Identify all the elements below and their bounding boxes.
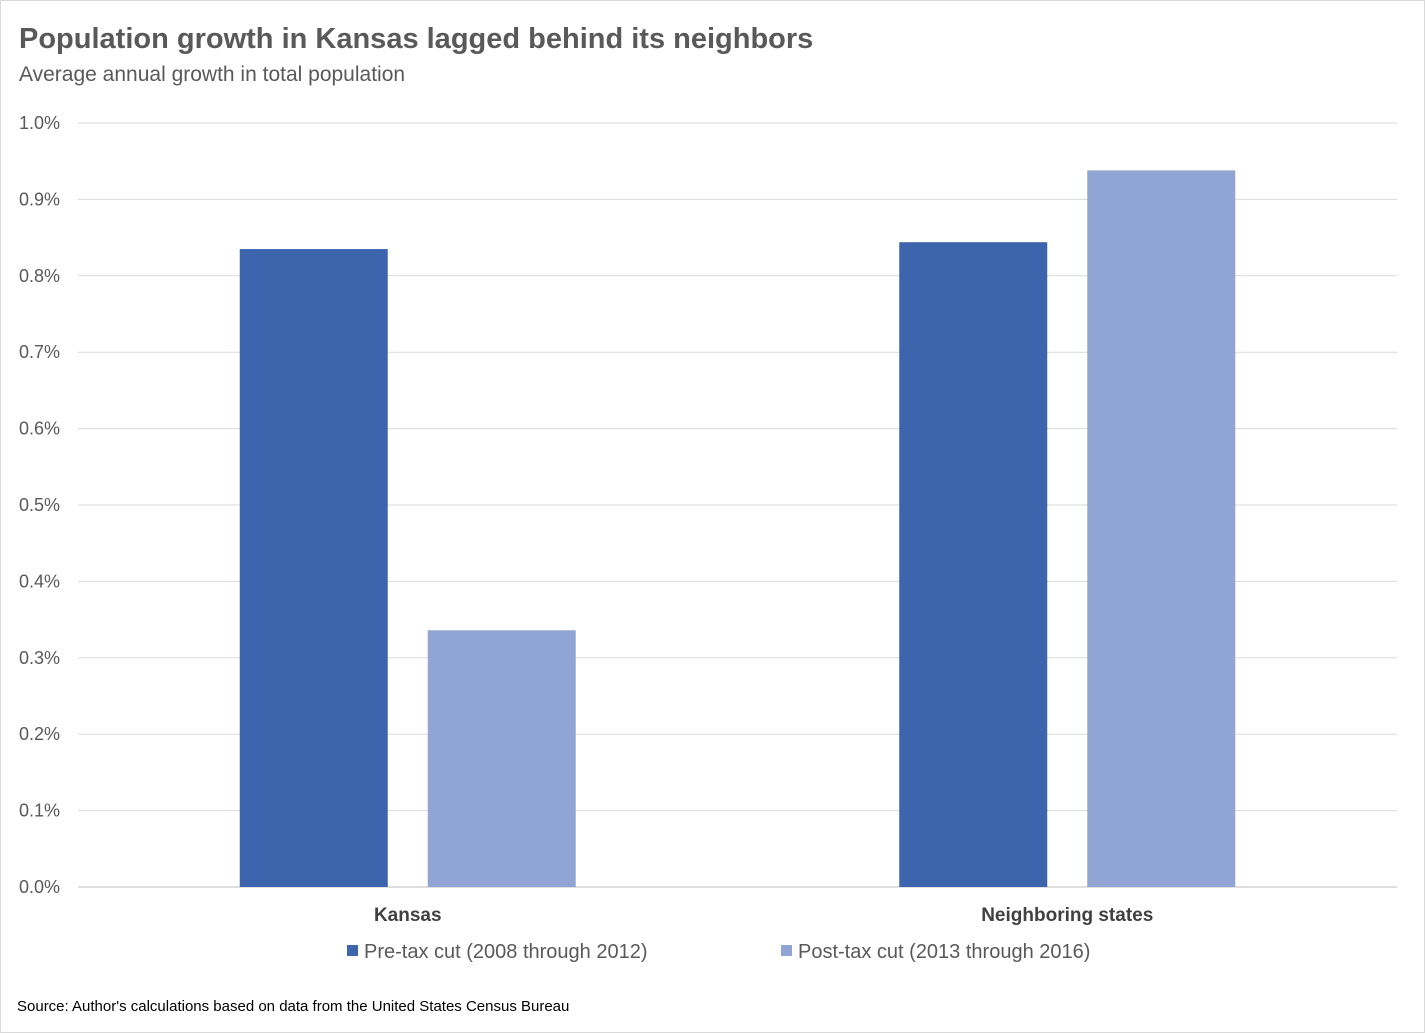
category-label: Neighboring states (981, 905, 1153, 926)
y-axis-ticks: 0.0% 0.1% 0.2% 0.3% 0.4% 0.5% 0.6% 0.7% 0.8% 0.9%… (19, 113, 60, 897)
y-tick-label: 0.4% (19, 571, 60, 591)
y-tick-label: 1.0% (19, 113, 60, 133)
y-tick-label: 0.0% (19, 877, 60, 897)
y-tick-label: 0.9% (19, 189, 60, 209)
y-tick-label: 0.7% (19, 342, 60, 362)
bar-post-tax-1 (1087, 170, 1236, 888)
bars (239, 170, 1236, 888)
y-tick-label: 0.6% (19, 419, 60, 439)
bar-pre-tax-0 (239, 249, 388, 887)
chart-title: Population growth in Kansas lagged behin… (19, 23, 814, 55)
bar-pre-tax-1 (899, 242, 1048, 887)
legend-label: Post-tax cut (2013 through 2016) (798, 941, 1090, 963)
legend: Pre-tax cut (2008 through 2012) Post-tax … (347, 941, 1090, 963)
legend-label: Pre-tax cut (2008 through 2012) (364, 941, 648, 963)
legend-swatch (781, 945, 792, 956)
y-tick-label: 0.8% (19, 266, 60, 286)
source-note: Source: Author's calculations based on d… (17, 998, 570, 1015)
legend-swatch (347, 945, 358, 956)
chart-subtitle: Average annual growth in total populatio… (19, 63, 406, 86)
bar-post-tax-0 (427, 630, 576, 887)
category-labels: Kansas Neighboring states (374, 905, 1153, 926)
y-tick-label: 0.1% (19, 801, 60, 821)
y-tick-label: 0.2% (19, 724, 60, 744)
y-tick-label: 0.3% (19, 648, 60, 668)
category-label: Kansas (374, 905, 442, 926)
y-tick-label: 0.5% (19, 495, 60, 515)
